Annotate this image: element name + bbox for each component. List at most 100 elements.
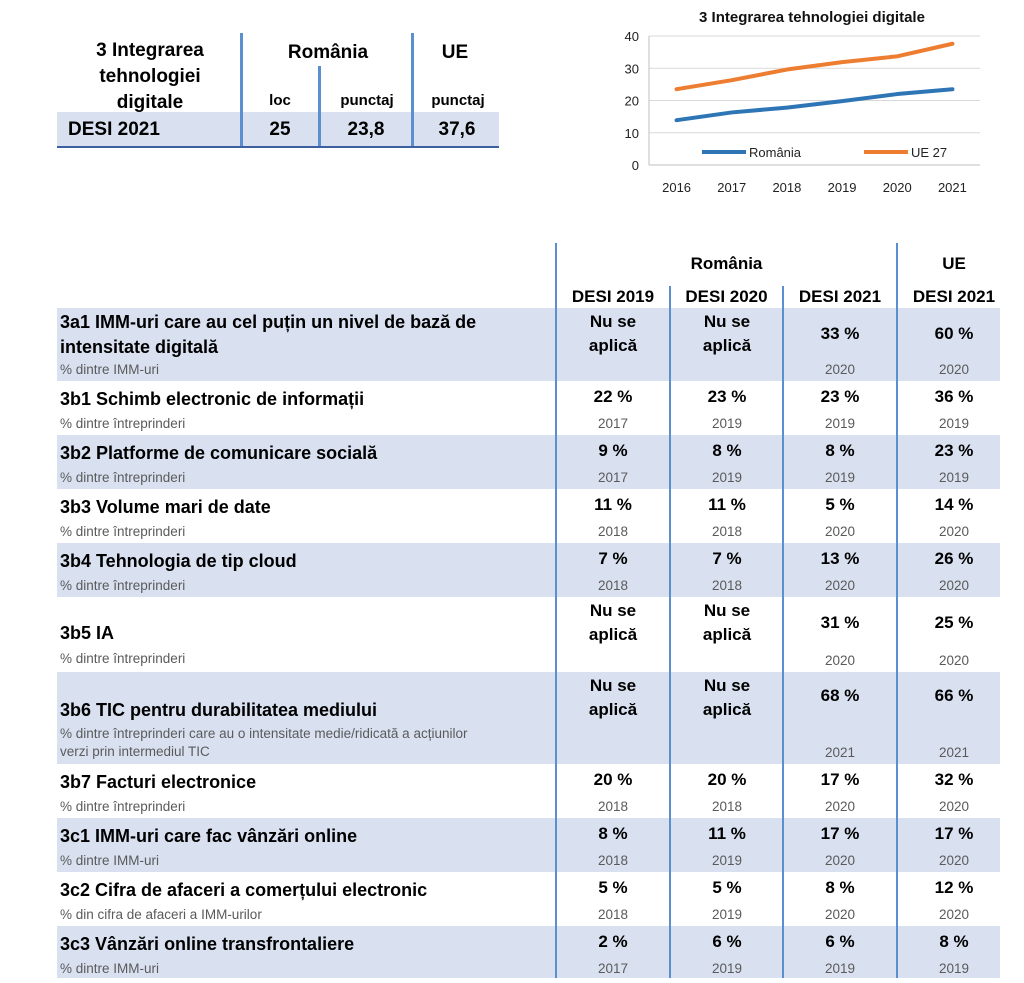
table-row: 3b3 Volume mari de date % dintre întrepri… [0,489,1024,543]
indicator-unit-line: % dintre întreprinderi [60,651,186,666]
summary-table: 3 Integrarea tehnologiei digitale Români… [0,0,520,160]
year-label: 2020 [824,524,856,539]
value-line: Nu se [589,601,637,620]
legend-label: UE 27 [911,145,947,160]
value-cell: 9 % [598,441,628,460]
value-cell: 26 % [934,549,974,568]
year-label: 2019 [938,416,970,431]
indicator-unit-line: % dintre întreprinderi [60,799,186,814]
year-label: 2020 [824,362,856,377]
year-label: 2018 [597,524,629,539]
value-line: Nu se [703,676,751,695]
indicator-title-line: 3b3 Volume mari de date [60,497,271,517]
indicator-title-line: 3b1 Schimb electronic de informații [60,389,365,409]
row-shade [57,926,1000,978]
summary-title: 3 Integrarea tehnologiei digitale [85,38,215,116]
column-divider [669,286,671,978]
value-cell: 5 % [598,878,628,897]
year-label: 2017 [597,470,629,485]
year-label: 2019 [711,470,743,485]
year-label: 2018 [711,799,743,814]
indicator-title-line: 3c2 Cifra de afaceri a comerțului electr… [60,880,428,900]
year-label: 2021 [824,745,856,760]
y-tick-label: 40 [625,29,639,44]
row-shade [57,435,1000,489]
value-cell: 7 % [712,549,742,568]
summary-group-romania: România [287,42,369,63]
indicator-unit: % dintre întreprinderi [60,469,185,487]
row-shade [57,818,1000,872]
indicator-unit: % dintre întreprinderi [60,798,185,816]
indicator-title: 3b3 Volume mari de date [60,495,271,520]
indicator-title-line: 3a1 IMM-uri care au cel puțin un nivel d… [60,312,477,332]
indicator-unit: % dintre IMM-uri [60,361,159,379]
row-shade [57,308,1000,381]
x-tick-label: 2021 [938,180,967,195]
chart-title: 3 Integrarea tehnologiei digitale [699,9,925,26]
value-cell: 11 % [708,495,746,514]
table-row: 3c3 Vânzări online transfrontaliere % din… [0,926,1024,978]
chart-y-ticks: 0 10 20 30 40 [625,29,639,173]
value-cell: Nu se aplică [557,310,669,358]
value-cell: 8 % [939,932,969,951]
value-line: aplică [702,700,752,719]
indicator-title: 3b4 Tehnologia de tip cloud [60,549,297,574]
indicator-unit: % dintre întreprinderi [60,650,185,668]
value-cell: 8 % [712,441,742,460]
group-header-romania: România [690,254,763,273]
year-label: 2020 [938,799,970,814]
value-line: Nu se [589,312,637,331]
summary-loc-value: 25 [269,119,291,140]
value-cell: 6 % [825,932,855,951]
line-chart: 3 Integrarea tehnologiei digitale 0 10 20 3… [600,0,1024,205]
value-line: Nu se [703,601,751,620]
year-label: 2018 [711,524,743,539]
indicator-unit: % dintre întreprinderi [60,577,185,595]
year-label: 2020 [824,853,856,868]
value-line: Nu se [589,676,637,695]
year-label: 2019 [711,907,743,922]
value-cell: 13 % [820,549,860,568]
indicator-unit-line: % dintre întreprinderi [60,470,186,485]
year-label: 2020 [824,653,856,668]
table-row: 3b5 IA% dintre întreprinderi Nu se aplică N… [0,597,1024,672]
row-shade [57,672,1000,764]
value-cell: 2 % [598,932,628,951]
year-label: 2019 [711,853,743,868]
summary-group-ue: UE [441,42,469,63]
column-header-ro-2021: DESI 2021 [798,287,882,306]
table-row: 3b4 Tehnologia de tip cloud % dintre într… [0,543,1024,597]
indicator-title-line: 3b5 IA [60,623,115,643]
year-label: 2020 [824,907,856,922]
year-label: 2020 [824,799,856,814]
value-cell: 7 % [598,549,628,568]
value-cell: 23 % [707,387,747,406]
value-cell: 33 % [820,324,860,343]
year-label: 2019 [711,961,743,976]
indicator-title-line: 3b4 Tehnologia de tip cloud [60,551,297,571]
value-cell: 23 % [934,441,974,460]
x-tick-label: 2017 [717,180,746,195]
indicator-title: 3b2 Platforme de comunicare socială [60,441,377,466]
value-cell: 5 % [712,878,742,897]
value-cell: 20 % [707,770,747,789]
year-label: 2019 [938,470,970,485]
chart-series [674,41,955,123]
year-label: 2020 [938,362,970,377]
value-cell: 11 % [594,495,632,514]
value-line: aplică [702,336,752,355]
indicator-title-line: 3b6 TIC pentru durabilitatea mediului [60,700,378,720]
value-cell: 6 % [712,932,742,951]
summary-divider [411,33,414,146]
y-tick-label: 10 [625,126,639,141]
value-cell: 36 % [934,387,974,406]
indicator-title: 3c1 IMM-uri care fac vânzări online [60,824,357,849]
value-cell: 25 % [934,613,974,632]
chart-grid [648,35,980,166]
table-row: 3b2 Platforme de comunicare socială % din… [0,435,1024,489]
year-label: 2020 [938,524,970,539]
chart-svg: 3 Integrarea tehnologiei digitale 0 10 20 3… [625,9,980,195]
value-line: aplică [588,336,638,355]
summary-row-label: DESI 2021 [68,119,160,140]
